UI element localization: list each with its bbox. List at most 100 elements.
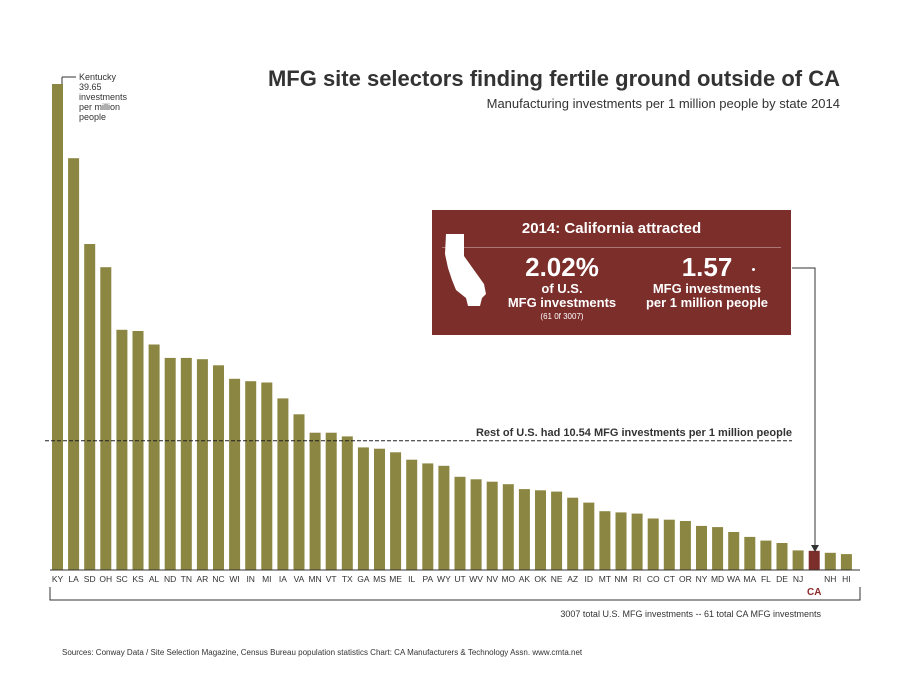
bar-vt [325,432,337,570]
bar-ca [808,550,820,570]
callout-percent-value: 2.02% [525,252,599,282]
x-tick-label: WI [229,574,239,584]
bar-ak [518,489,530,570]
chart-subtitle: Manufacturing investments per 1 million … [486,96,840,111]
x-tick-label: AR [196,574,208,584]
x-tick-label: VT [326,574,337,584]
x-tick-label: IL [408,574,415,584]
x-tick-label: KS [132,574,144,584]
x-tick-label: CO [647,574,660,584]
bar-id [583,502,595,570]
x-tick-label: NC [212,574,224,584]
kentucky-annotation-line: people [79,112,107,122]
bar-tx [341,436,353,570]
x-tick-label: PA [422,574,433,584]
x-tick-label: KY [52,574,64,584]
bar-ma [744,536,756,570]
x-tick-label: OR [679,574,692,584]
bar-al [148,344,160,570]
bar-ar [196,359,208,570]
reference-line-label: Rest of U.S. had 10.54 MFG investments p… [475,427,792,439]
ca-arrowhead [811,545,819,552]
x-tick-label: ID [585,574,594,584]
x-tick-label: IN [246,574,255,584]
kentucky-annotation-line: per million [79,102,121,112]
x-tick-label: MD [711,574,724,584]
axis-bracket [49,587,861,601]
bar-va [293,414,305,570]
bar-ne [551,491,563,570]
x-tick-label: RI [633,574,642,584]
tick-labels-group: KY LA SD OH SC KS AL ND TN AR NC WI IN MI IA VA MN VT TX GA… [52,574,851,598]
bar-ri [631,513,643,570]
bar-wv [470,479,482,570]
california-map-icon [445,234,486,306]
bar-wy [438,465,450,570]
x-tick-label: MN [308,574,321,584]
bar-wi [229,378,241,570]
x-tick-label: TX [342,574,353,584]
x-tick-label: WV [469,574,483,584]
x-tick-label: NE [551,574,563,584]
callout-percent-line-1: of U.S. [541,281,583,296]
x-tick-label: NJ [793,574,803,584]
x-tick-label: NY [696,574,708,584]
bar-nc [213,365,224,570]
x-tick-label: LA [68,574,79,584]
bar-la [68,158,80,570]
bar-hi [840,554,852,570]
california-callout-box: 2014: California attracted 2.02% of U.S.… [432,210,791,335]
bar-nv [486,481,498,570]
x-tick-label: ND [164,574,176,584]
callout-rate-dot [752,268,755,271]
bar-nh [824,552,836,570]
x-tick-label: UT [454,574,465,584]
x-tick-label: VA [294,574,305,584]
bar-or [679,521,691,570]
bar-md [712,527,724,570]
callout-heading: 2014: California attracted [521,220,702,237]
x-tick-label: MT [599,574,611,584]
bar-sd [84,244,96,570]
callout-percent-note: (61 0f 3007) [540,312,584,321]
bar-ut [454,476,466,570]
bar-ny [696,525,707,570]
bar-ct [663,519,675,570]
x-tick-label: CT [664,574,675,584]
x-tick-label: TN [181,574,192,584]
x-tick-label: OH [99,574,112,584]
bar-fl [760,540,772,570]
bar-de [776,543,788,570]
bar-ga [357,447,369,570]
bar-tn [180,357,192,570]
x-tick-label: MS [373,574,386,584]
kentucky-annotation-line: 39.65 [79,82,102,92]
x-tick-label: NV [486,574,498,584]
bar-mt [599,511,611,570]
x-tick-label: AL [149,574,160,584]
ca-arrow-line [792,267,816,548]
bar-ms [374,448,385,570]
x-tick-label: CA [807,587,821,598]
totals-footnote: 3007 total U.S. MFG investments -- 61 to… [560,609,821,619]
bar-ia [277,398,289,570]
bar-il [406,459,418,570]
callout-rate-line-1: MFG investments [652,281,762,296]
callout-divider [442,247,781,248]
chart-title: MFG site selectors finding fertile groun… [267,66,840,91]
bar-mo [502,484,514,570]
x-tick-label: IA [279,574,287,584]
x-tick-label: NM [614,574,627,584]
x-tick-label: ME [389,574,402,584]
bar-mi [261,382,273,570]
x-tick-label: MA [743,574,756,584]
bar-nj [792,550,804,570]
x-tick-label: SC [116,574,128,584]
bar-in [245,381,257,570]
x-tick-label: FL [761,574,771,584]
bar-me [390,452,402,570]
kentucky-annotation-line: investments [79,92,128,102]
x-tick-label: HI [842,574,851,584]
callout-percent-line-2: MFG investments [507,295,617,310]
